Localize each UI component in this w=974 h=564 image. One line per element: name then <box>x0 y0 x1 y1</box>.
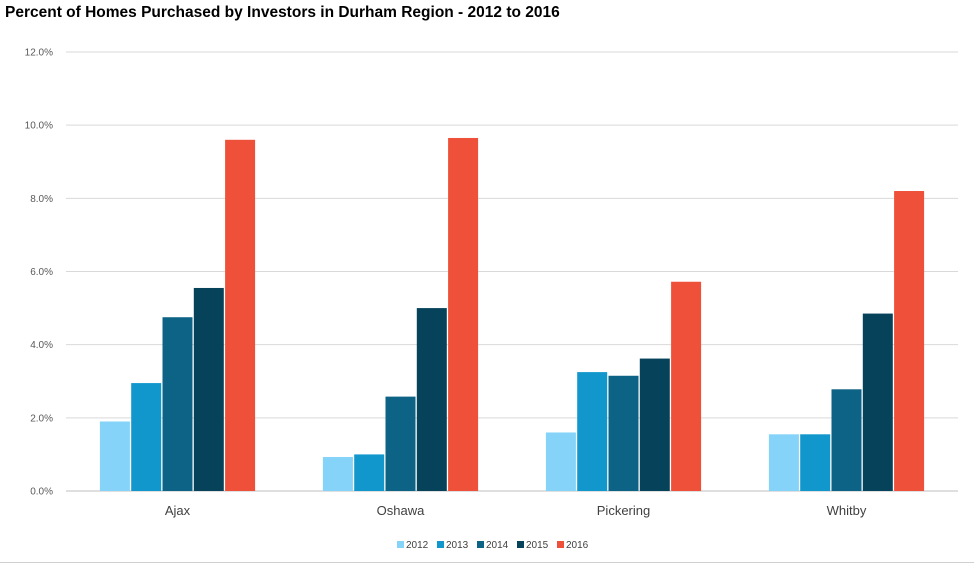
bar-pickering-2013 <box>577 372 608 491</box>
bar-ajax-2016 <box>225 139 256 492</box>
y-tick-label: 0.0% <box>30 487 53 498</box>
x-category-label: Ajax <box>165 503 191 518</box>
legend-item-2013: 2013 <box>437 540 469 551</box>
legend-label: 2016 <box>566 540 589 551</box>
y-axis-ticks: 0.0% 2.0% 4.0% 6.0% 8.0% 10.0% 12.0% <box>25 48 53 498</box>
bar-ajax-2012 <box>99 421 130 491</box>
bar-whitby-2016 <box>894 191 925 491</box>
x-category-label: Pickering <box>597 503 650 518</box>
legend-label: 2015 <box>526 540 549 551</box>
bar-ajax-2014 <box>162 317 193 491</box>
bar-oshawa-2014 <box>385 396 416 491</box>
legend-swatch <box>517 541 524 548</box>
legend-label: 2013 <box>446 540 469 551</box>
bar-whitby-2013 <box>800 434 831 491</box>
bar-group-ajax <box>99 139 256 492</box>
bar-groups <box>99 137 925 492</box>
legend: 2012 2013 2014 2015 2016 <box>397 540 589 551</box>
y-tick-label: 8.0% <box>30 194 53 205</box>
chart-title: Percent of Homes Purchased by Investors … <box>5 4 560 21</box>
bar-oshawa-2013 <box>354 454 385 491</box>
legend-item-2012: 2012 <box>397 540 429 551</box>
bar-oshawa-2015 <box>416 308 447 491</box>
legend-swatch <box>437 541 444 548</box>
y-tick-label: 12.0% <box>25 48 53 59</box>
y-tick-label: 10.0% <box>25 121 53 132</box>
x-axis-categories: Ajax Oshawa Pickering Whitby <box>165 503 867 518</box>
bar-oshawa-2012 <box>322 456 353 491</box>
bar-pickering-2014 <box>608 375 639 491</box>
bar-group-pickering <box>545 281 702 491</box>
legend-item-2016: 2016 <box>557 540 589 551</box>
bar-pickering-2016 <box>671 281 702 491</box>
legend-item-2015: 2015 <box>517 540 549 551</box>
legend-label: 2012 <box>406 540 429 551</box>
bar-whitby-2012 <box>768 434 799 491</box>
y-tick-label: 6.0% <box>30 267 53 278</box>
legend-swatch <box>397 541 404 548</box>
legend-item-2014: 2014 <box>477 540 509 551</box>
legend-swatch <box>477 541 484 548</box>
bar-whitby-2015 <box>862 313 893 491</box>
y-tick-label: 4.0% <box>30 340 53 351</box>
bar-pickering-2015 <box>639 358 670 491</box>
y-tick-label: 2.0% <box>30 413 53 424</box>
x-category-label: Oshawa <box>377 503 425 518</box>
bar-pickering-2012 <box>545 432 576 491</box>
bar-ajax-2015 <box>193 287 224 491</box>
legend-label: 2014 <box>486 540 509 551</box>
bar-group-oshawa <box>322 137 479 492</box>
bar-group-whitby <box>768 191 925 491</box>
legend-swatch <box>557 541 564 548</box>
bottom-divider <box>0 562 974 563</box>
x-category-label: Whitby <box>827 503 867 518</box>
bar-oshawa-2016 <box>448 137 479 492</box>
bar-ajax-2013 <box>131 383 162 491</box>
bar-whitby-2014 <box>831 389 862 491</box>
